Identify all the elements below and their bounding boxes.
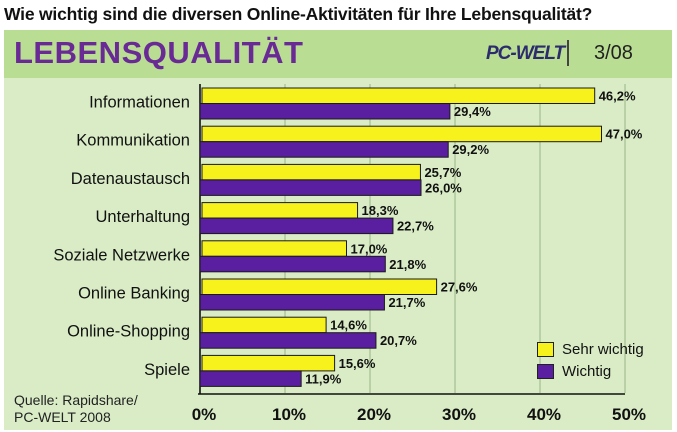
title-banner: LEBENSQUALITÄT PC-WELT 3/08	[4, 30, 672, 78]
value-label-wichtig-2: 26,0%	[425, 180, 462, 195]
bar-wichtig-3	[199, 217, 394, 235]
x-tick-label-10: 10%	[272, 405, 306, 424]
logo-separator	[567, 40, 569, 66]
category-label-5: Online Banking	[78, 285, 190, 303]
bar-wichtig-7	[199, 370, 302, 387]
source-line-1: Quelle: Rapidshare/	[14, 392, 138, 408]
category-label-2: Datenaustausch	[71, 170, 190, 188]
question-heading: Wie wichtig sind die diversen Online-Akt…	[4, 4, 593, 24]
category-label-4: Soziale Netzwerke	[53, 246, 190, 264]
value-label-wichtig-1: 29,2%	[452, 142, 489, 157]
issue-number: 3/08	[594, 42, 633, 64]
bar-sehr-wichtig-5	[201, 278, 438, 295]
value-label-wichtig-3: 22,7%	[397, 219, 434, 234]
category-label-0: Informationen	[89, 94, 190, 112]
value-label-sehr-wichtig-4: 17,0%	[351, 241, 388, 256]
value-label-sehr-wichtig-1: 47,0%	[606, 127, 643, 142]
pc-welt-logo: PC-WELT	[486, 43, 565, 64]
source-note: Quelle: Rapidshare/ PC-WELT 2008	[14, 392, 138, 426]
legend-item-sehr-wichtig: Sehr wichtig	[537, 338, 644, 360]
bar-sehr-wichtig-4	[201, 240, 347, 257]
category-label-6: Online-Shopping	[67, 323, 190, 341]
bar-sehr-wichtig-7	[201, 354, 336, 372]
bar-sehr-wichtig-3	[201, 202, 359, 219]
x-tick-label-40: 40%	[527, 405, 561, 424]
bar-wichtig-0	[199, 103, 451, 120]
value-label-sehr-wichtig-7: 15,6%	[339, 356, 376, 371]
value-label-sehr-wichtig-5: 27,6%	[441, 280, 478, 295]
value-label-wichtig-7: 11,9%	[305, 371, 342, 386]
value-label-sehr-wichtig-3: 18,3%	[362, 203, 399, 218]
value-label-sehr-wichtig-2: 25,7%	[424, 165, 461, 180]
value-label-wichtig-5: 21,7%	[388, 295, 425, 310]
value-label-wichtig-0: 29,4%	[454, 104, 491, 119]
bar-sehr-wichtig-6	[201, 316, 327, 334]
x-tick-label-0: 0%	[192, 405, 217, 424]
legend: Sehr wichtig Wichtig	[537, 338, 644, 382]
legend-swatch-wichtig	[537, 363, 554, 379]
value-label-wichtig-6: 20,7%	[380, 333, 417, 348]
category-label-3: Unterhaltung	[96, 208, 190, 226]
category-label-7: Spiele	[144, 361, 190, 379]
bar-sehr-wichtig-2	[201, 163, 421, 181]
legend-label-wichtig: Wichtig	[562, 362, 612, 380]
category-label-1: Kommunikation	[76, 132, 190, 150]
legend-item-wichtig: Wichtig	[537, 360, 644, 382]
x-tick-label-30: 30%	[442, 405, 476, 424]
bar-wichtig-4	[199, 255, 386, 273]
legend-swatch-sehr-wichtig	[537, 341, 554, 357]
bar-wichtig-2	[199, 179, 422, 196]
x-tick-label-50: 50%	[612, 405, 646, 424]
bar-wichtig-6	[199, 332, 377, 349]
value-label-wichtig-4: 21,8%	[389, 257, 426, 272]
bar-wichtig-1	[199, 141, 449, 158]
x-tick-label-20: 20%	[357, 405, 391, 424]
legend-label-sehr-wichtig: Sehr wichtig	[562, 340, 644, 358]
banner-title: LEBENSQUALITÄT	[14, 35, 304, 70]
value-label-sehr-wichtig-0: 46,2%	[599, 89, 636, 104]
source-line-2: PC-WELT 2008	[14, 409, 111, 425]
bar-wichtig-5	[199, 294, 385, 311]
bar-sehr-wichtig-0	[201, 87, 596, 104]
bar-sehr-wichtig-1	[201, 125, 602, 143]
value-label-sehr-wichtig-6: 14,6%	[330, 318, 367, 333]
